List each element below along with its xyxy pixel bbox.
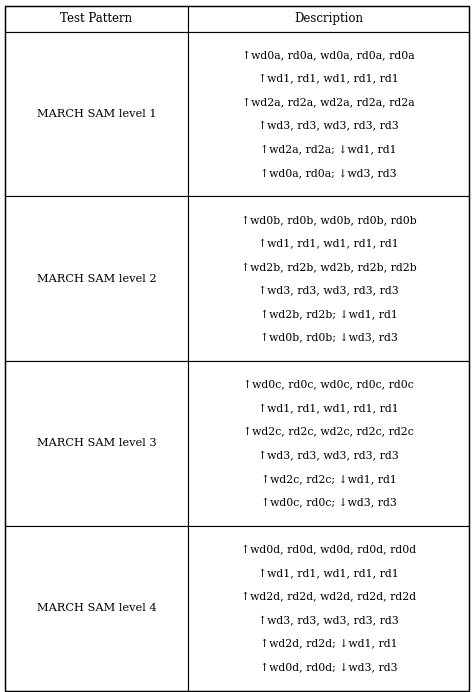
Text: ↑wd3, rd3, wd3, rd3, rd3: ↑wd3, rd3, wd3, rd3, rd3 [258, 120, 399, 131]
Text: ↑wd2b, rd2b; ↓wd1, rd1: ↑wd2b, rd2b; ↓wd1, rd1 [260, 309, 398, 319]
Text: ↑wd2a, rd2a; ↓wd1, rd1: ↑wd2a, rd2a; ↓wd1, rd1 [260, 144, 397, 154]
Text: ↑wd0a, rd0a; ↓wd3, rd3: ↑wd0a, rd0a; ↓wd3, rd3 [260, 167, 397, 178]
Bar [5, 526, 188, 691]
Bar [188, 361, 469, 526]
Bar [188, 526, 469, 691]
Text: ↑wd2a, rd2a, wd2a, rd2a, rd2a: ↑wd2a, rd2a, wd2a, rd2a, rd2a [242, 97, 415, 107]
Text: ↑wd2d, rd2d, wd2d, rd2d, rd2d: ↑wd2d, rd2d, wd2d, rd2d, rd2d [241, 592, 416, 601]
Bar [188, 32, 469, 197]
Text: ↑wd0c, rd0c; ↓wd3, rd3: ↑wd0c, rd0c; ↓wd3, rd3 [261, 498, 397, 507]
Text: ↑wd3, rd3, wd3, rd3, rd3: ↑wd3, rd3, wd3, rd3, rd3 [258, 286, 399, 295]
Text: ↑wd0b, rd0b; ↓wd3, rd3: ↑wd0b, rd0b; ↓wd3, rd3 [260, 333, 398, 343]
Bar [5, 197, 188, 361]
Bar [5, 361, 188, 526]
Bar [5, 32, 188, 197]
Text: ↑wd2b, rd2b, wd2b, rd2b, rd2b: ↑wd2b, rd2b, wd2b, rd2b, rd2b [241, 262, 417, 272]
Text: ↑wd1, rd1, wd1, rd1, rd1: ↑wd1, rd1, wd1, rd1, rd1 [258, 239, 399, 248]
Bar [188, 197, 469, 361]
Text: ↑wd0c, rd0c, wd0c, rd0c, rd0c: ↑wd0c, rd0c, wd0c, rd0c, rd0c [243, 380, 414, 390]
Text: ↑wd0a, rd0a, wd0a, rd0a, rd0a: ↑wd0a, rd0a, wd0a, rd0a, rd0a [242, 50, 415, 60]
Text: ↑wd0d, rd0d; ↓wd3, rd3: ↑wd0d, rd0d; ↓wd3, rd3 [260, 662, 398, 672]
Text: ↑wd1, rd1, wd1, rd1, rd1: ↑wd1, rd1, wd1, rd1, rd1 [258, 568, 399, 578]
Text: MARCH SAM level 2: MARCH SAM level 2 [36, 274, 156, 284]
Text: MARCH SAM level 4: MARCH SAM level 4 [36, 603, 156, 613]
Bar [5, 6, 188, 32]
Text: ↑wd3, rd3, wd3, rd3, rd3: ↑wd3, rd3, wd3, rd3, rd3 [258, 615, 399, 625]
Bar [188, 6, 469, 32]
Text: MARCH SAM level 1: MARCH SAM level 1 [36, 109, 156, 119]
Text: ↑wd1, rd1, wd1, rd1, rd1: ↑wd1, rd1, wd1, rd1, rd1 [258, 403, 399, 413]
Text: ↑wd0b, rd0b, wd0b, rd0b, rd0b: ↑wd0b, rd0b, wd0b, rd0b, rd0b [241, 215, 417, 225]
Text: ↑wd2c, rd2c; ↓wd1, rd1: ↑wd2c, rd2c; ↓wd1, rd1 [261, 474, 397, 484]
Text: ↑wd3, rd3, wd3, rd3, rd3: ↑wd3, rd3, wd3, rd3, rd3 [258, 450, 399, 460]
Text: MARCH SAM level 3: MARCH SAM level 3 [36, 439, 156, 448]
Text: ↑wd2d, rd2d; ↓wd1, rd1: ↑wd2d, rd2d; ↓wd1, rd1 [260, 639, 398, 648]
Text: ↑wd0d, rd0d, wd0d, rd0d, rd0d: ↑wd0d, rd0d, wd0d, rd0d, rd0d [241, 545, 416, 554]
Text: ↑wd1, rd1, wd1, rd1, rd1: ↑wd1, rd1, wd1, rd1, rd1 [258, 73, 399, 84]
Text: Test Pattern: Test Pattern [60, 12, 133, 25]
Text: Description: Description [294, 12, 363, 25]
Text: ↑wd2c, rd2c, wd2c, rd2c, rd2c: ↑wd2c, rd2c, wd2c, rd2c, rd2c [243, 427, 414, 437]
